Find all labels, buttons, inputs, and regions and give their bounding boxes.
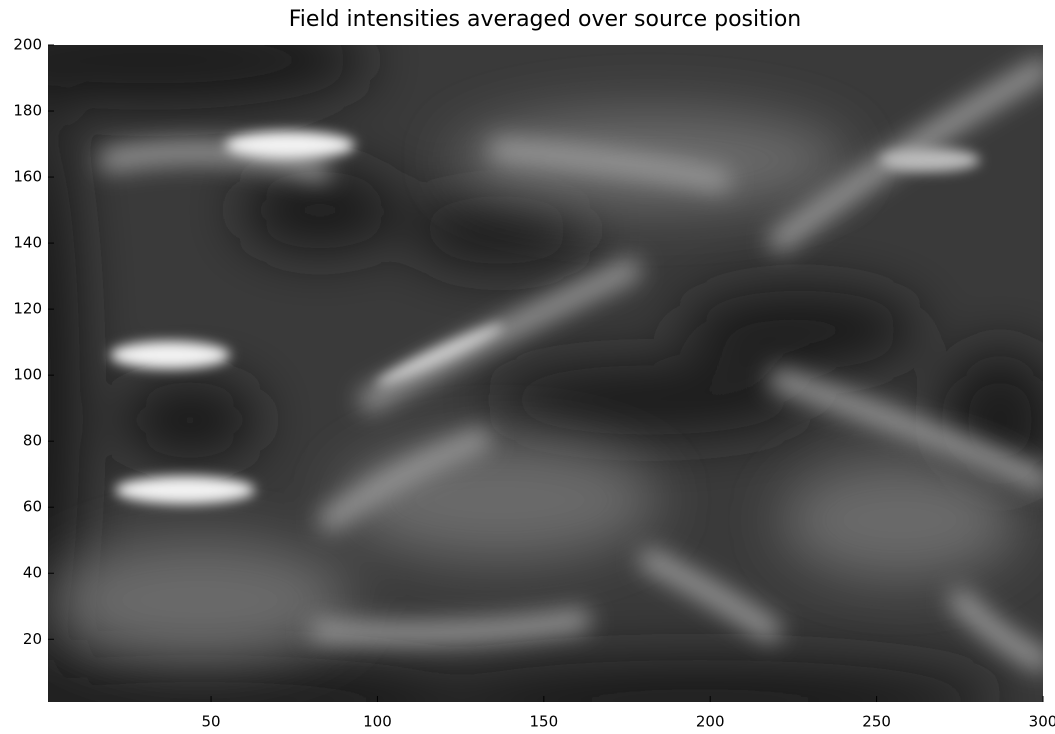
x-tick-label: 100 bbox=[363, 713, 392, 731]
y-tick-label: 120 bbox=[13, 300, 42, 318]
y-tick-label: 140 bbox=[13, 234, 42, 252]
x-tick-label: 200 bbox=[696, 713, 725, 731]
y-tick-label: 40 bbox=[23, 564, 42, 582]
y-tick-label: 20 bbox=[23, 630, 42, 648]
chart-title: Field intensities averaged over source p… bbox=[289, 7, 802, 32]
x-tick-label: 50 bbox=[202, 713, 221, 731]
y-tick-label: 80 bbox=[23, 432, 42, 450]
x-tick-label: 300 bbox=[1029, 713, 1055, 731]
y-tick-label: 200 bbox=[13, 36, 42, 54]
y-tick-label: 100 bbox=[13, 366, 42, 384]
y-tick-label: 160 bbox=[13, 168, 42, 186]
y-tick-label: 60 bbox=[23, 498, 42, 516]
x-tick-label: 250 bbox=[862, 713, 891, 731]
axes: 50 100 150 200 250 300 20 40 60 80 100 120 140 160 180… bbox=[13, 36, 1055, 731]
heatmap-image bbox=[48, 45, 1043, 702]
x-tick-label: 150 bbox=[530, 713, 559, 731]
y-tick-label: 180 bbox=[13, 102, 42, 120]
